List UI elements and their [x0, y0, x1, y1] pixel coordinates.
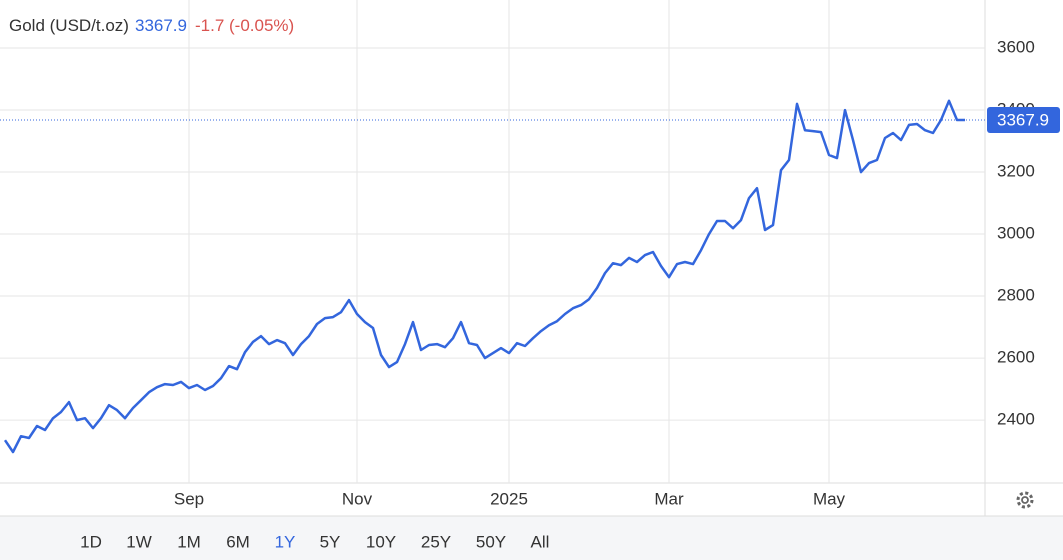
range-button[interactable]: 1Y [275, 532, 296, 551]
y-tick-label: 2800 [997, 286, 1035, 305]
range-button[interactable]: 5Y [320, 532, 341, 551]
price-line [3, 99, 965, 454]
range-button[interactable]: 1W [126, 532, 152, 551]
settings-icon[interactable] [1016, 491, 1034, 509]
current-price-label: 3367.9 [997, 110, 1049, 129]
current-value: 3367.9 [135, 16, 187, 35]
range-button[interactable]: 50Y [476, 532, 506, 551]
x-tick-label: Sep [174, 489, 204, 508]
range-button[interactable]: 10Y [366, 532, 396, 551]
range-button[interactable]: 1D [80, 532, 102, 551]
x-tick-label: Mar [654, 489, 684, 508]
x-tick-label: 2025 [490, 489, 528, 508]
y-tick-label: 2600 [997, 348, 1035, 367]
x-tick-label: May [813, 489, 846, 508]
range-button[interactable]: All [531, 532, 550, 551]
range-button[interactable]: 25Y [421, 532, 451, 551]
change: -1.7 (-0.05%) [195, 16, 294, 35]
y-tick-label: 3600 [997, 38, 1035, 57]
y-tick-label: 2400 [997, 410, 1035, 429]
range-button[interactable]: 6M [226, 532, 250, 551]
title: Gold (USD/t.oz) [9, 16, 129, 35]
y-tick-label: 3200 [997, 162, 1035, 181]
range-bar [0, 516, 1063, 560]
header: Gold (USD/t.oz) 3367.9 -1.7 (-0.05%) [9, 16, 294, 35]
x-tick-label: Nov [342, 489, 373, 508]
current-price-tag [987, 107, 1060, 134]
range-button[interactable]: 1M [177, 532, 201, 551]
y-tick-label: 3000 [997, 224, 1035, 243]
